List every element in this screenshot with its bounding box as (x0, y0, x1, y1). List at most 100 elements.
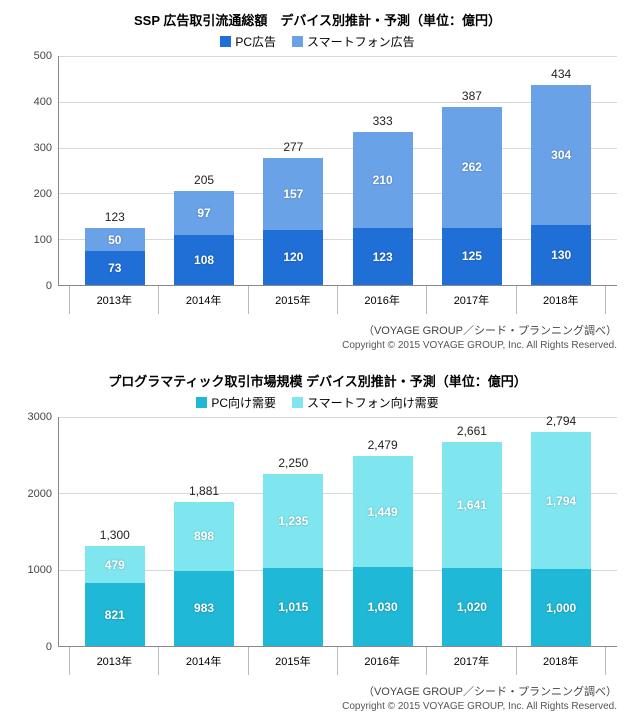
bar-segment-phone-value: 97 (197, 206, 210, 220)
x-axis-labels: 2013年2014年2015年2016年2017年2018年 (58, 286, 617, 314)
source-text: （VOYAGE GROUP／シード・プランニング調べ） (0, 681, 635, 699)
bar-segment-pc: 821 (85, 583, 145, 646)
bar-segment-phone: 479 (85, 546, 145, 583)
bar-segment-pc: 73 (85, 251, 145, 285)
bar-stack: 1,015 1,235 (263, 474, 323, 646)
x-axis-label: 2018年 (516, 647, 606, 675)
bar-segment-phone: 262 (442, 107, 502, 228)
bar-segment-phone: 1,794 (531, 432, 591, 570)
bar-total-label: 434 (551, 67, 571, 81)
legend-label: PC向け需要 (211, 394, 276, 411)
bar-segment-phone-value: 1,794 (546, 494, 576, 508)
x-axis-label: 2018年 (516, 286, 606, 314)
chart-title: プログラマティック取引市場規模 デバイス別推計・予測（単位：億円） (18, 371, 617, 390)
x-axis-label: 2015年 (248, 286, 337, 314)
bar-segment-phone-value: 1,235 (278, 514, 308, 528)
bars-region: 123 73 50 205 108 97 (58, 56, 617, 286)
bar-total-label: 123 (105, 210, 125, 224)
bar-segment-phone-value: 262 (462, 160, 482, 174)
bar-slot: 205 108 97 (167, 173, 242, 285)
bar-total-label: 277 (283, 140, 303, 154)
bar-segment-pc-value: 108 (194, 253, 214, 267)
bar-segment-pc: 123 (353, 228, 413, 285)
legend: PC向け需要 スマートフォン向け需要 (18, 394, 617, 411)
bar-segment-phone-value: 479 (105, 558, 125, 572)
bar-segment-phone-value: 157 (283, 187, 303, 201)
legend-swatch (292, 397, 303, 408)
bar-stack: 130 304 (531, 85, 591, 285)
legend: PC広告 スマートフォン広告 (18, 33, 617, 50)
legend-item: スマートフォン広告 (292, 33, 415, 50)
bar-segment-phone: 50 (85, 228, 145, 251)
bar-total-label: 2,794 (546, 414, 576, 428)
bar-segment-phone-value: 1,641 (457, 498, 487, 512)
legend-label: スマートフォン広告 (307, 33, 415, 50)
plot-area: 3000200010000 1,300 821 479 1,881 (18, 417, 617, 647)
y-axis: 5004003002001000 (18, 56, 58, 286)
bar-segment-pc-value: 1,020 (457, 600, 487, 614)
bars-row: 123 73 50 205 108 97 (59, 56, 617, 285)
bar-segment-pc: 1,000 (531, 569, 591, 646)
x-axis: 2013年2014年2015年2016年2017年2018年 (18, 286, 617, 314)
bar-total-label: 2,479 (368, 438, 398, 452)
bar-segment-phone-value: 50 (108, 233, 121, 247)
bar-segment-phone-value: 210 (373, 173, 393, 187)
bar-stack: 120 157 (263, 158, 323, 285)
bar-total-label: 333 (373, 114, 393, 128)
bar-slot: 2,661 1,020 1,641 (434, 424, 509, 646)
bar-segment-pc: 130 (531, 225, 591, 285)
copyright-text: Copyright © 2015 VOYAGE GROUP, Inc. All … (0, 338, 635, 361)
bar-segment-pc-value: 821 (105, 608, 125, 622)
bar-slot: 123 73 50 (77, 210, 152, 285)
bar-segment-phone: 210 (353, 132, 413, 229)
bar-slot: 2,479 1,030 1,449 (345, 438, 420, 646)
bar-slot: 434 130 304 (524, 67, 599, 285)
x-axis: 2013年2014年2015年2016年2017年2018年 (18, 647, 617, 675)
chart: プログラマティック取引市場規模 デバイス別推計・予測（単位：億円） PC向け需要… (0, 361, 635, 681)
x-axis-label: 2014年 (158, 647, 247, 675)
bar-stack: 73 50 (85, 228, 145, 285)
bar-segment-phone: 1,449 (353, 456, 413, 567)
bar-segment-pc-value: 123 (373, 250, 393, 264)
legend-label: スマートフォン向け需要 (307, 394, 439, 411)
bar-segment-pc: 1,015 (263, 568, 323, 646)
bar-segment-pc: 125 (442, 228, 502, 286)
bar-segment-phone: 898 (174, 502, 234, 571)
x-axis-label: 2014年 (158, 286, 247, 314)
chart: SSP 広告取引流通総額 デバイス別推計・予測（単位：億円） PC広告 スマート… (0, 0, 635, 320)
bar-slot: 1,881 983 898 (167, 484, 242, 646)
bar-total-label: 2,250 (278, 456, 308, 470)
x-axis-label: 2017年 (426, 286, 515, 314)
bar-total-label: 205 (194, 173, 214, 187)
bar-segment-pc: 120 (263, 230, 323, 285)
bar-segment-pc: 108 (174, 235, 234, 285)
x-axis-label: 2016年 (337, 286, 426, 314)
plot-area: 5004003002001000 123 73 50 205 (18, 56, 617, 286)
x-axis-label: 2013年 (69, 647, 158, 675)
y-axis: 3000200010000 (18, 417, 58, 647)
legend-swatch (196, 397, 207, 408)
x-axis-label: 2017年 (426, 647, 515, 675)
legend-item: PC向け需要 (196, 394, 276, 411)
bar-segment-pc: 983 (174, 571, 234, 646)
bar-segment-pc-value: 73 (108, 261, 121, 275)
bar-segment-pc-value: 1,015 (278, 600, 308, 614)
bar-stack: 108 97 (174, 191, 234, 285)
bar-total-label: 1,300 (100, 528, 130, 542)
bar-segment-phone: 97 (174, 191, 234, 236)
x-axis-label: 2016年 (337, 647, 426, 675)
bar-segment-pc-value: 130 (551, 248, 571, 262)
bar-segment-phone: 1,641 (442, 442, 502, 568)
bar-stack: 983 898 (174, 502, 234, 646)
bar-segment-phone: 304 (531, 85, 591, 225)
x-axis-label: 2013年 (69, 286, 158, 314)
bar-segment-pc-value: 120 (283, 250, 303, 264)
source-text: （VOYAGE GROUP／シード・プランニング調べ） (0, 320, 635, 338)
bar-segment-phone-value: 304 (551, 148, 571, 162)
bar-segment-pc-value: 983 (194, 601, 214, 615)
legend-item: PC広告 (220, 33, 276, 50)
bar-segment-pc-value: 125 (462, 249, 482, 263)
bar-total-label: 1,881 (189, 484, 219, 498)
bar-stack: 821 479 (85, 546, 145, 646)
bar-slot: 387 125 262 (434, 89, 509, 285)
